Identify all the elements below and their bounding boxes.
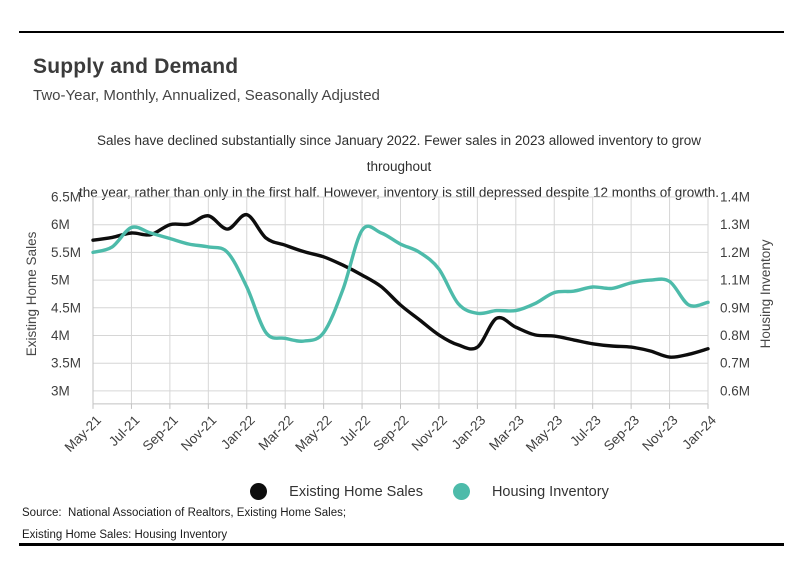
svg-text:5M: 5M <box>51 273 70 288</box>
legend-label-housing-inventory: Housing Inventory <box>491 483 609 500</box>
svg-text:0.8M: 0.8M <box>720 328 750 343</box>
svg-text:0.7M: 0.7M <box>720 356 750 371</box>
svg-text:Jul-21: Jul-21 <box>106 412 143 449</box>
chart-description: Sales have declined substantially since … <box>69 128 729 206</box>
legend-item-existing-home-sales: Existing Home Sales <box>250 483 423 500</box>
legend-label-existing-home-sales: Existing Home Sales <box>289 483 423 500</box>
legend-dot-existing-home-sales-icon <box>250 483 268 500</box>
svg-text:Sep-22: Sep-22 <box>370 412 411 452</box>
svg-text:1.1M: 1.1M <box>720 273 750 288</box>
line-chart: 6.5M 6M 5.5M 5M 4.5M 4M 3.5M 3M 1.4M 1.3M 1.2M 1.1M… <box>24 190 773 455</box>
page-title: Supply and Demand <box>33 55 239 78</box>
svg-text:May-21: May-21 <box>62 412 104 452</box>
svg-text:Nov-23: Nov-23 <box>639 412 680 452</box>
svg-text:Nov-21: Nov-21 <box>178 412 219 452</box>
page-subtitle: Two-Year, Monthly, Annualized, Seasonall… <box>33 87 380 104</box>
svg-text:1.2M: 1.2M <box>720 245 750 260</box>
bottom-divider <box>19 543 784 546</box>
svg-text:1.4M: 1.4M <box>720 190 750 205</box>
svg-text:Housing Inventory: Housing Inventory <box>758 239 773 348</box>
svg-text:Nov-22: Nov-22 <box>409 412 450 452</box>
chart-area: 6.5M 6M 5.5M 5M 4.5M 4M 3.5M 3M 1.4M 1.3M 1.2M 1.1M… <box>0 180 799 455</box>
svg-text:0.9M: 0.9M <box>720 300 750 315</box>
svg-text:3M: 3M <box>51 383 70 398</box>
source-line-2: Existing Home Sales: Housing Inventory <box>22 529 228 541</box>
svg-text:5.5M: 5.5M <box>51 245 81 260</box>
svg-text:Jan-22: Jan-22 <box>218 412 258 452</box>
legend-dot-housing-inventory-icon <box>452 483 470 500</box>
chart-legend: Existing Home Sales Housing Inventory <box>30 483 799 500</box>
svg-text:Sep-23: Sep-23 <box>601 412 642 452</box>
svg-text:6.5M: 6.5M <box>51 190 81 205</box>
svg-text:Sep-21: Sep-21 <box>140 412 181 452</box>
svg-text:1.3M: 1.3M <box>720 217 750 232</box>
chart-description-line2: the year, rather than only in the first … <box>78 185 720 200</box>
svg-text:Mar-22: Mar-22 <box>255 412 296 452</box>
svg-text:6M: 6M <box>51 217 70 232</box>
svg-text:4M: 4M <box>51 328 70 343</box>
source-line-1: Source: National Association of Realtors… <box>22 507 347 519</box>
svg-text:0.6M: 0.6M <box>720 383 750 398</box>
chart-description-line1: Sales have declined substantially since … <box>96 133 702 174</box>
svg-text:Jan-23: Jan-23 <box>449 412 489 452</box>
svg-text:Jan-24: Jan-24 <box>679 412 719 452</box>
svg-text:Existing Home Sales: Existing Home Sales <box>24 231 39 356</box>
svg-text:May-23: May-23 <box>523 412 565 452</box>
svg-text:4.5M: 4.5M <box>51 300 81 315</box>
svg-text:Jul-22: Jul-22 <box>337 412 374 449</box>
legend-item-housing-inventory: Housing Inventory <box>452 483 609 500</box>
svg-text:May-22: May-22 <box>292 412 334 452</box>
top-divider <box>19 31 784 33</box>
svg-text:Jul-23: Jul-23 <box>567 412 604 449</box>
svg-text:Mar-23: Mar-23 <box>486 412 527 452</box>
svg-text:3.5M: 3.5M <box>51 356 81 371</box>
